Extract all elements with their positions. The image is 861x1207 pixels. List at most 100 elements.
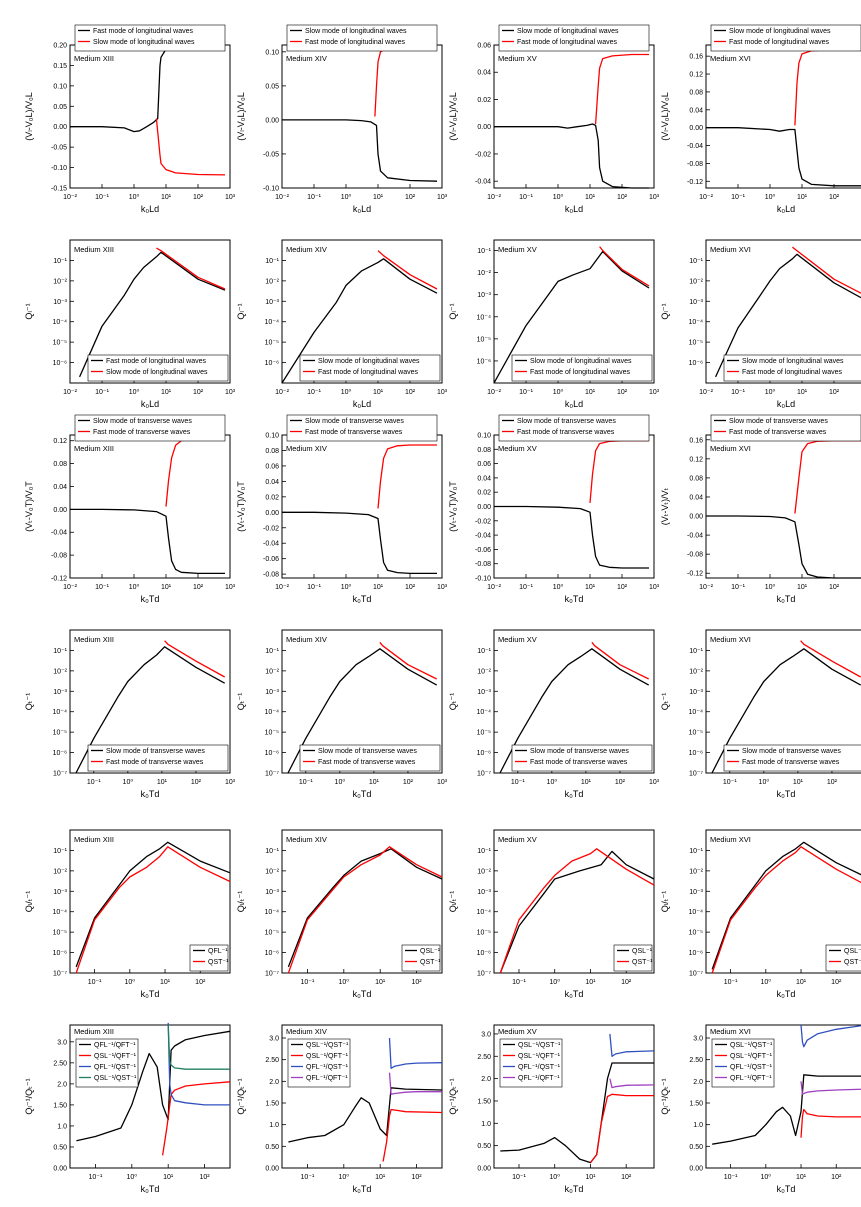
x-tick-label: 10⁻¹ <box>519 389 533 396</box>
y-tick-label: 10⁻³ <box>53 889 67 896</box>
y-tick-label: 10⁻¹ <box>477 648 491 655</box>
panel-b2: 10⁻² 10⁻¹ 10⁰ 10¹ 10² 10³ 10⁻⁶ 10⁻⁵ 10⁻⁴ 10⁻³ 10⁻²… <box>236 239 448 409</box>
x-axis-label: k₀Ld <box>353 399 371 409</box>
legend-box <box>723 354 861 382</box>
y-tick-label: 10⁻⁶ <box>265 750 279 757</box>
x-axis-label: k₀Td <box>777 989 796 999</box>
y-tick-label: -0.04 <box>475 179 491 186</box>
x-tick-label: 10⁰ <box>549 1173 560 1181</box>
y-tick-label: 10⁻⁶ <box>689 360 703 367</box>
x-tick-label: 10¹ <box>375 1174 386 1181</box>
legend-entry: Slow mode of longitudinal waves <box>93 39 195 46</box>
x-tick-label: 10⁰ <box>123 778 134 786</box>
plot-frame <box>69 829 231 974</box>
medium-label: Medium XIII <box>74 54 114 63</box>
legend-entry: QFL⁻¹/QFT⁻¹ <box>730 1075 772 1082</box>
panel-f2: 10⁻¹ 10⁰ 10¹ 10² 0.00 0.50 1.0 1.50 2.0 2.50 3.0 Me… <box>236 1024 443 1194</box>
y-tick-label: 0.04 <box>689 107 703 114</box>
series-line-1 <box>75 841 231 968</box>
y-tick-label: -0.12 <box>687 179 703 186</box>
y-tick-label: -0.08 <box>687 161 703 168</box>
x-axis-label: k₀Td <box>565 989 584 999</box>
y-tick-label: 0.04 <box>53 484 67 491</box>
legend-entry: Fast mode of longitudinal waves <box>530 369 630 376</box>
y-tick-label: 2.50 <box>265 1057 279 1064</box>
legend-box <box>286 414 438 442</box>
legend-box <box>613 944 653 972</box>
x-tick-label: 10¹ <box>369 779 380 786</box>
medium-label: Medium XIII <box>74 444 114 453</box>
x-axis-label: k₀Td <box>141 1184 160 1194</box>
y-tick-label: 1.0 <box>269 1122 279 1129</box>
series-line-1 <box>715 253 861 378</box>
y-tick-label: 10⁻⁶ <box>53 360 67 367</box>
series-line-2 <box>711 846 861 974</box>
x-tick-label: 10⁻¹ <box>299 779 313 786</box>
y-tick-label: 10⁻⁴ <box>477 909 492 916</box>
legend-entry: QFL⁻¹ <box>208 948 228 955</box>
legend-entry: Fast mode of transverse waves <box>93 429 191 436</box>
y-tick-label: -0.04 <box>475 533 491 540</box>
medium-label: Medium XVI <box>710 444 751 453</box>
y-tick-label: 1.50 <box>477 1098 491 1105</box>
x-tick-label: 10³ <box>225 779 236 786</box>
legend-entry: QFL⁻¹/QST⁻¹ <box>306 1064 349 1071</box>
medium-label: Medium XV <box>498 635 537 644</box>
x-tick-label: 10¹ <box>797 194 808 201</box>
y-tick-label: -0.10 <box>51 165 67 172</box>
x-axis-label: k₀Ld <box>565 204 583 214</box>
x-tick-label: 10⁰ <box>129 388 140 396</box>
y-tick-label: 10⁻⁴ <box>53 709 68 716</box>
panel-b4: 10⁻²10⁻¹10⁰10¹10²10³10⁻⁶10⁻⁵10⁻⁴10⁻³10⁻²… <box>660 239 861 409</box>
y-tick-label: 10⁻⁶ <box>53 950 67 957</box>
y-tick-label: 0.00 <box>53 124 67 131</box>
y-tick-label: 10⁻⁷ <box>477 971 491 978</box>
series-line-1 <box>712 1074 861 1145</box>
y-tick-label: 10⁻⁷ <box>265 771 279 778</box>
y-tick-label: 10⁻⁷ <box>689 771 703 778</box>
panel-b3: 10⁻² 10⁻¹ 10⁰ 10¹ 10² 10³ 10⁻⁶ 10⁻⁵ 10⁻⁴ 10⁻³ 10⁻²… <box>448 239 660 409</box>
legend-entry: Slow mode of transverse waves <box>517 418 616 425</box>
series-line-2 <box>161 1081 231 1156</box>
x-tick-label: 10⁻¹ <box>723 779 737 786</box>
x-tick-label: 10⁻² <box>487 584 501 591</box>
x-tick-label: 10⁻¹ <box>95 194 109 201</box>
panel-e4: 10⁻¹ 10⁰ 10¹ 10² 10⁻⁷ 10⁻⁶ 10⁻⁵ 10⁻⁴ 10⁻³ 10⁻² 10⁻… <box>660 829 861 999</box>
y-tick-label: 10⁻⁷ <box>53 771 67 778</box>
series-line-1 <box>281 258 438 384</box>
y-tick-label: 10⁻¹ <box>477 848 491 855</box>
series-line-3 <box>388 1037 443 1069</box>
x-tick-label: 10⁻¹ <box>511 779 525 786</box>
x-tick-label: 10² <box>405 584 416 591</box>
x-tick-label: 10² <box>617 584 628 591</box>
legend-entry: Fast mode of longitudinal waves <box>729 39 829 46</box>
y-tick-label: 10⁻⁷ <box>265 971 279 978</box>
y-tick-label: 10⁻⁴ <box>689 909 704 916</box>
series-line-2 <box>156 247 226 290</box>
legend-entry: Fast mode of longitudinal waves <box>742 369 842 376</box>
series-line-2 <box>377 250 438 290</box>
x-tick-label: 10³ <box>649 389 660 396</box>
legend-entry: Slow mode of longitudinal waves <box>729 28 831 35</box>
y-axis-label: Qₗ⁻¹ <box>236 303 246 319</box>
y-axis-label: (Vₗ-V₀L)/V₀L <box>24 92 34 140</box>
y-tick-label: 10⁻³ <box>53 299 67 306</box>
y-tick-label: 0.04 <box>477 475 491 482</box>
panel-a1: 10⁻² 10⁻¹ 10⁰ 10¹ 10² 10³ -0.15 -0.10 -0.05 0.00 0… <box>24 24 236 214</box>
y-tick-label: 10⁻⁶ <box>53 750 67 757</box>
y-tick-label: 0.12 <box>53 438 67 445</box>
x-tick-label: 10¹ <box>581 779 592 786</box>
legend-entry: Slow mode of longitudinal waves <box>742 358 844 365</box>
legend-box <box>299 354 441 382</box>
x-tick-label: 10⁰ <box>765 388 776 396</box>
legend-entry: Fast mode of longitudinal waves <box>318 369 418 376</box>
y-tick-label: 10⁻³ <box>265 889 279 896</box>
x-tick-label: 10¹ <box>585 1174 596 1181</box>
series-line-2 <box>287 846 443 974</box>
x-tick-label: 10³ <box>225 584 236 591</box>
panel-a2: 10⁻² 10⁻¹ 10⁰ 10¹ 10² 10³ -0.10 -0.05 0.00 0.05 0.… <box>236 24 448 214</box>
series-line-1 <box>287 648 438 774</box>
y-tick-label: 10⁻¹ <box>53 258 67 265</box>
y-axis-label: Qₗ/ₜ⁻¹ <box>660 891 670 912</box>
y-axis-label: Qₜ⁻¹ <box>236 693 246 710</box>
